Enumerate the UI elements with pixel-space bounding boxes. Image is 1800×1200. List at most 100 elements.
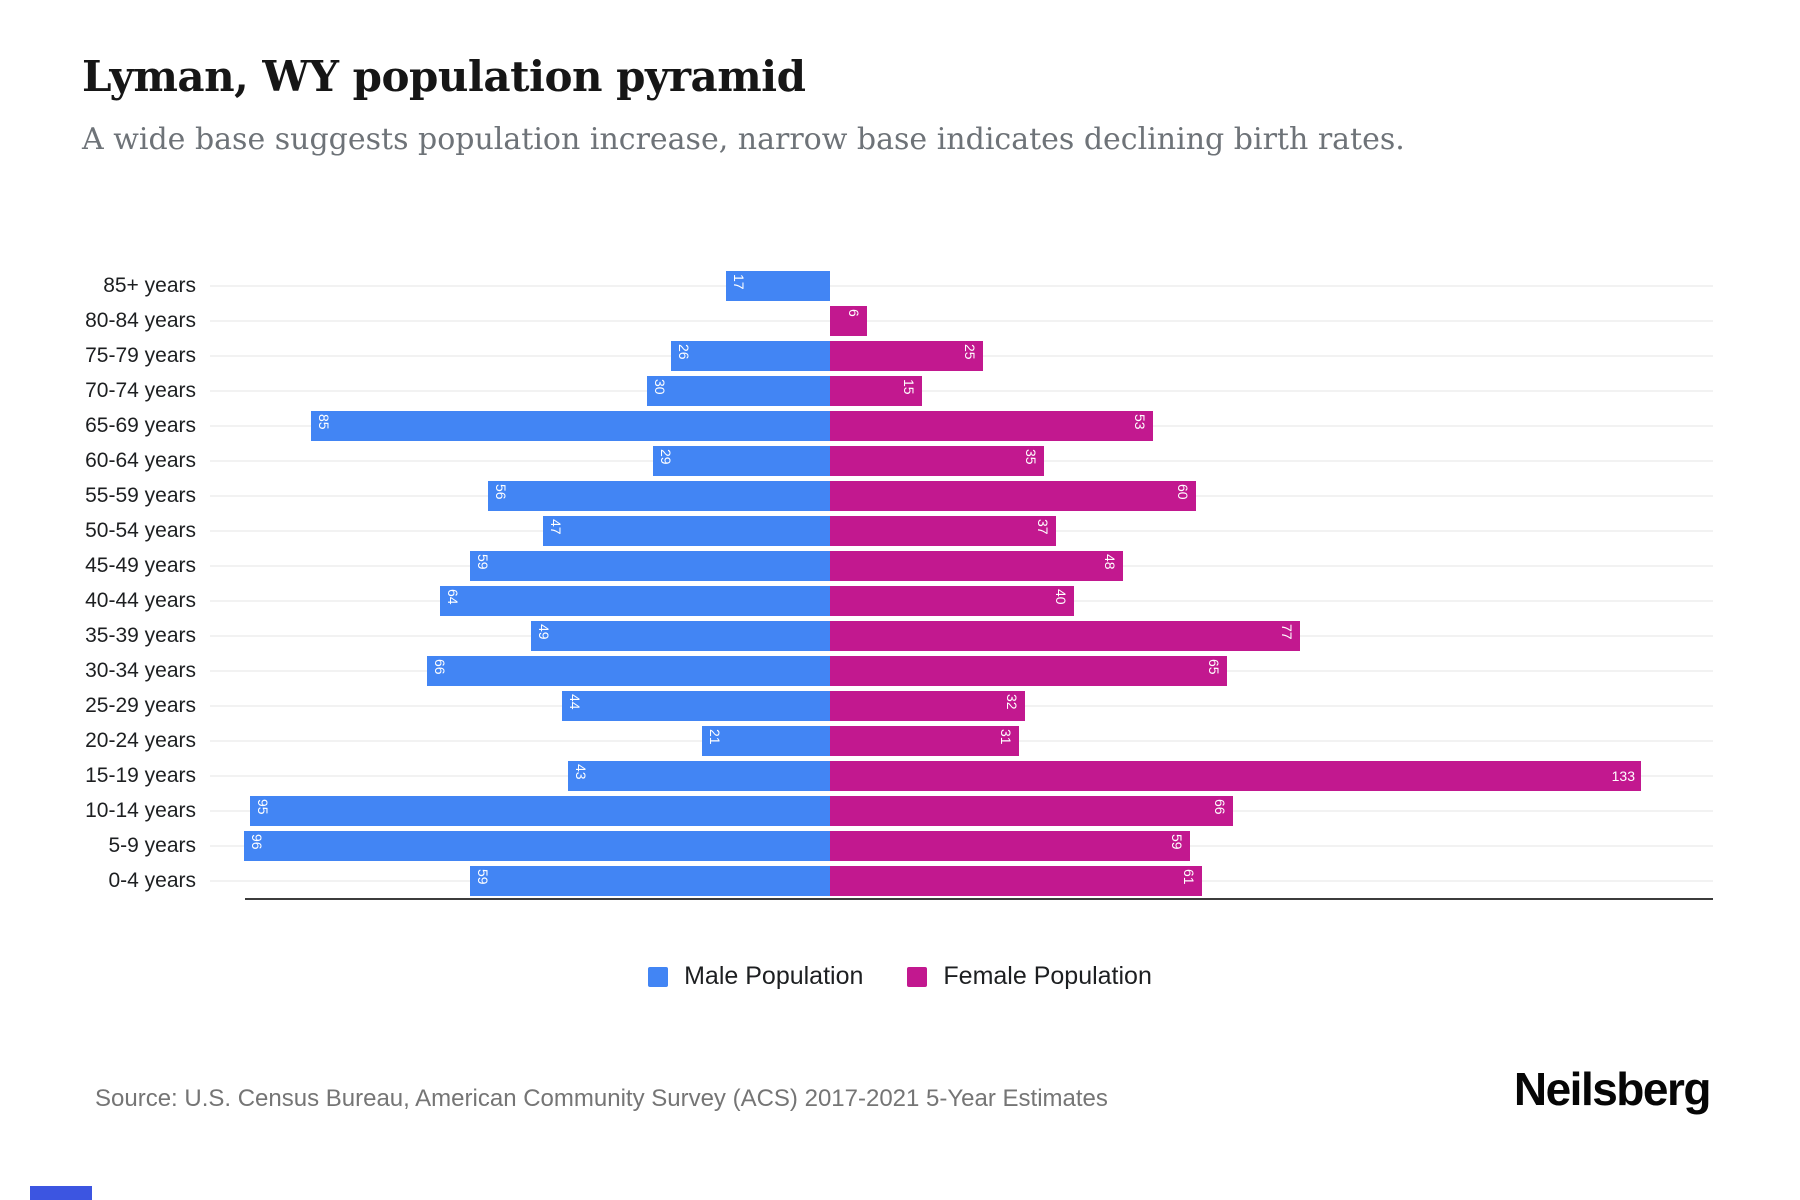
bar-value-label: 53 xyxy=(1132,413,1148,430)
pyramid-row: 40-44 years 64 40 xyxy=(0,583,1713,618)
bar-value-label: 31 xyxy=(998,728,1014,745)
legend-item-female: Female Population xyxy=(907,962,1152,991)
bar-value-label: 49 xyxy=(536,623,552,640)
row-plot-area: 6 xyxy=(210,303,1713,338)
bar-value-label: 66 xyxy=(432,658,448,675)
pyramid-row: 25-29 years 44 32 xyxy=(0,688,1713,723)
female-bar: 61 xyxy=(830,865,1202,896)
female-bar: 66 xyxy=(830,795,1233,826)
pyramid-row: 35-39 years 49 77 xyxy=(0,618,1713,653)
female-bar: 32 xyxy=(830,690,1025,721)
female-bar: 59 xyxy=(830,830,1190,861)
female-bar: 40 xyxy=(830,585,1074,616)
x-axis-line xyxy=(245,898,1713,900)
bar-value-label: 26 xyxy=(676,343,692,360)
age-group-label: 50-54 years xyxy=(85,519,196,542)
age-group-label: 45-49 years xyxy=(85,554,196,577)
pyramid-row: 60-64 years 29 35 xyxy=(0,443,1713,478)
chart-legend: Male Population Female Population xyxy=(0,962,1800,991)
row-plot-area: 96 59 xyxy=(210,828,1713,863)
bar-value-label: 65 xyxy=(1206,658,1222,675)
row-plot-area: 30 15 xyxy=(210,373,1713,408)
corner-accent-box xyxy=(30,1186,92,1200)
female-bar: 65 xyxy=(830,655,1227,686)
bar-value-label: 48 xyxy=(1102,553,1118,570)
bar-value-label: 85 xyxy=(316,413,332,430)
female-legend-swatch xyxy=(907,966,928,987)
age-group-label: 5-9 years xyxy=(108,834,196,857)
male-bar: 21 xyxy=(702,725,830,756)
bar-value-label: 15 xyxy=(901,378,917,395)
row-plot-area: 85 53 xyxy=(210,408,1713,443)
bar-value-label: 47 xyxy=(548,518,564,535)
male-bar: 96 xyxy=(244,830,830,861)
pyramid-row: 50-54 years 47 37 xyxy=(0,513,1713,548)
row-plot-area: 29 35 xyxy=(210,443,1713,478)
bar-value-label: 32 xyxy=(1004,693,1020,710)
row-plot-area: 49 77 xyxy=(210,618,1713,653)
male-bar: 44 xyxy=(562,690,830,721)
male-bar: 47 xyxy=(543,515,830,546)
male-bar: 59 xyxy=(470,865,830,896)
bar-value-label: 61 xyxy=(1181,868,1197,885)
female-bar: 31 xyxy=(830,725,1019,756)
bar-value-label: 6 xyxy=(846,308,862,317)
male-bar: 30 xyxy=(647,375,830,406)
female-bar: 6 xyxy=(830,305,867,336)
male-bar: 95 xyxy=(250,795,830,826)
bar-value-label: 133 xyxy=(1611,767,1635,784)
bar-value-label: 21 xyxy=(707,728,723,745)
male-legend-swatch xyxy=(648,966,669,987)
female-bar: 60 xyxy=(830,480,1196,511)
age-group-label: 15-19 years xyxy=(85,764,196,787)
gridline xyxy=(210,389,1713,392)
bar-value-label: 77 xyxy=(1279,623,1295,640)
bar-value-label: 60 xyxy=(1175,483,1191,500)
bar-value-label: 17 xyxy=(731,273,747,290)
female-bar: 53 xyxy=(830,410,1153,441)
age-group-label: 85+ years xyxy=(103,274,196,297)
age-group-label: 30-34 years xyxy=(85,659,196,682)
pyramid-row: 15-19 years 43 133 xyxy=(0,758,1713,793)
bar-value-label: 29 xyxy=(658,448,674,465)
bar-value-label: 59 xyxy=(475,553,491,570)
row-plot-area: 59 48 xyxy=(210,548,1713,583)
row-plot-area: 66 65 xyxy=(210,653,1713,688)
male-bar: 66 xyxy=(427,655,830,686)
male-bar: 49 xyxy=(531,620,830,651)
age-group-label: 40-44 years xyxy=(85,589,196,612)
pyramid-row: 80-84 years 6 xyxy=(0,303,1713,338)
row-plot-area: 64 40 xyxy=(210,583,1713,618)
age-group-label: 60-64 years xyxy=(85,449,196,472)
pyramid-row: 5-9 years 96 59 xyxy=(0,828,1713,863)
bar-value-label: 66 xyxy=(1212,798,1228,815)
bar-value-label: 35 xyxy=(1023,448,1039,465)
age-group-label: 0-4 years xyxy=(108,869,196,892)
row-plot-area: 21 31 xyxy=(210,723,1713,758)
age-group-label: 80-84 years xyxy=(85,309,196,332)
bar-value-label: 95 xyxy=(255,798,271,815)
pyramid-row: 70-74 years 30 15 xyxy=(0,373,1713,408)
female-bar: 77 xyxy=(830,620,1300,651)
bar-value-label: 25 xyxy=(962,343,978,360)
row-plot-area: 43 133 xyxy=(210,758,1713,793)
page-subtitle: A wide base suggests population increase… xyxy=(82,122,1405,157)
male-bar: 43 xyxy=(568,760,830,791)
male-bar: 59 xyxy=(470,550,830,581)
pyramid-row: 20-24 years 21 31 xyxy=(0,723,1713,758)
row-plot-area: 26 25 xyxy=(210,338,1713,373)
age-group-label: 55-59 years xyxy=(85,484,196,507)
page-title: Lyman, WY population pyramid xyxy=(82,52,806,101)
pyramid-row: 85+ years 17 xyxy=(0,268,1713,303)
bar-value-label: 96 xyxy=(249,833,265,850)
age-group-label: 25-29 years xyxy=(85,694,196,717)
pyramid-row: 45-49 years 59 48 xyxy=(0,548,1713,583)
female-bar: 35 xyxy=(830,445,1044,476)
bar-value-label: 56 xyxy=(493,483,509,500)
bar-value-label: 64 xyxy=(445,588,461,605)
bar-value-label: 43 xyxy=(573,763,589,780)
male-legend-label: Male Population xyxy=(684,962,864,990)
pyramid-row: 30-34 years 66 65 xyxy=(0,653,1713,688)
source-attribution: Source: U.S. Census Bureau, American Com… xyxy=(95,1085,1108,1112)
male-bar: 85 xyxy=(311,410,830,441)
